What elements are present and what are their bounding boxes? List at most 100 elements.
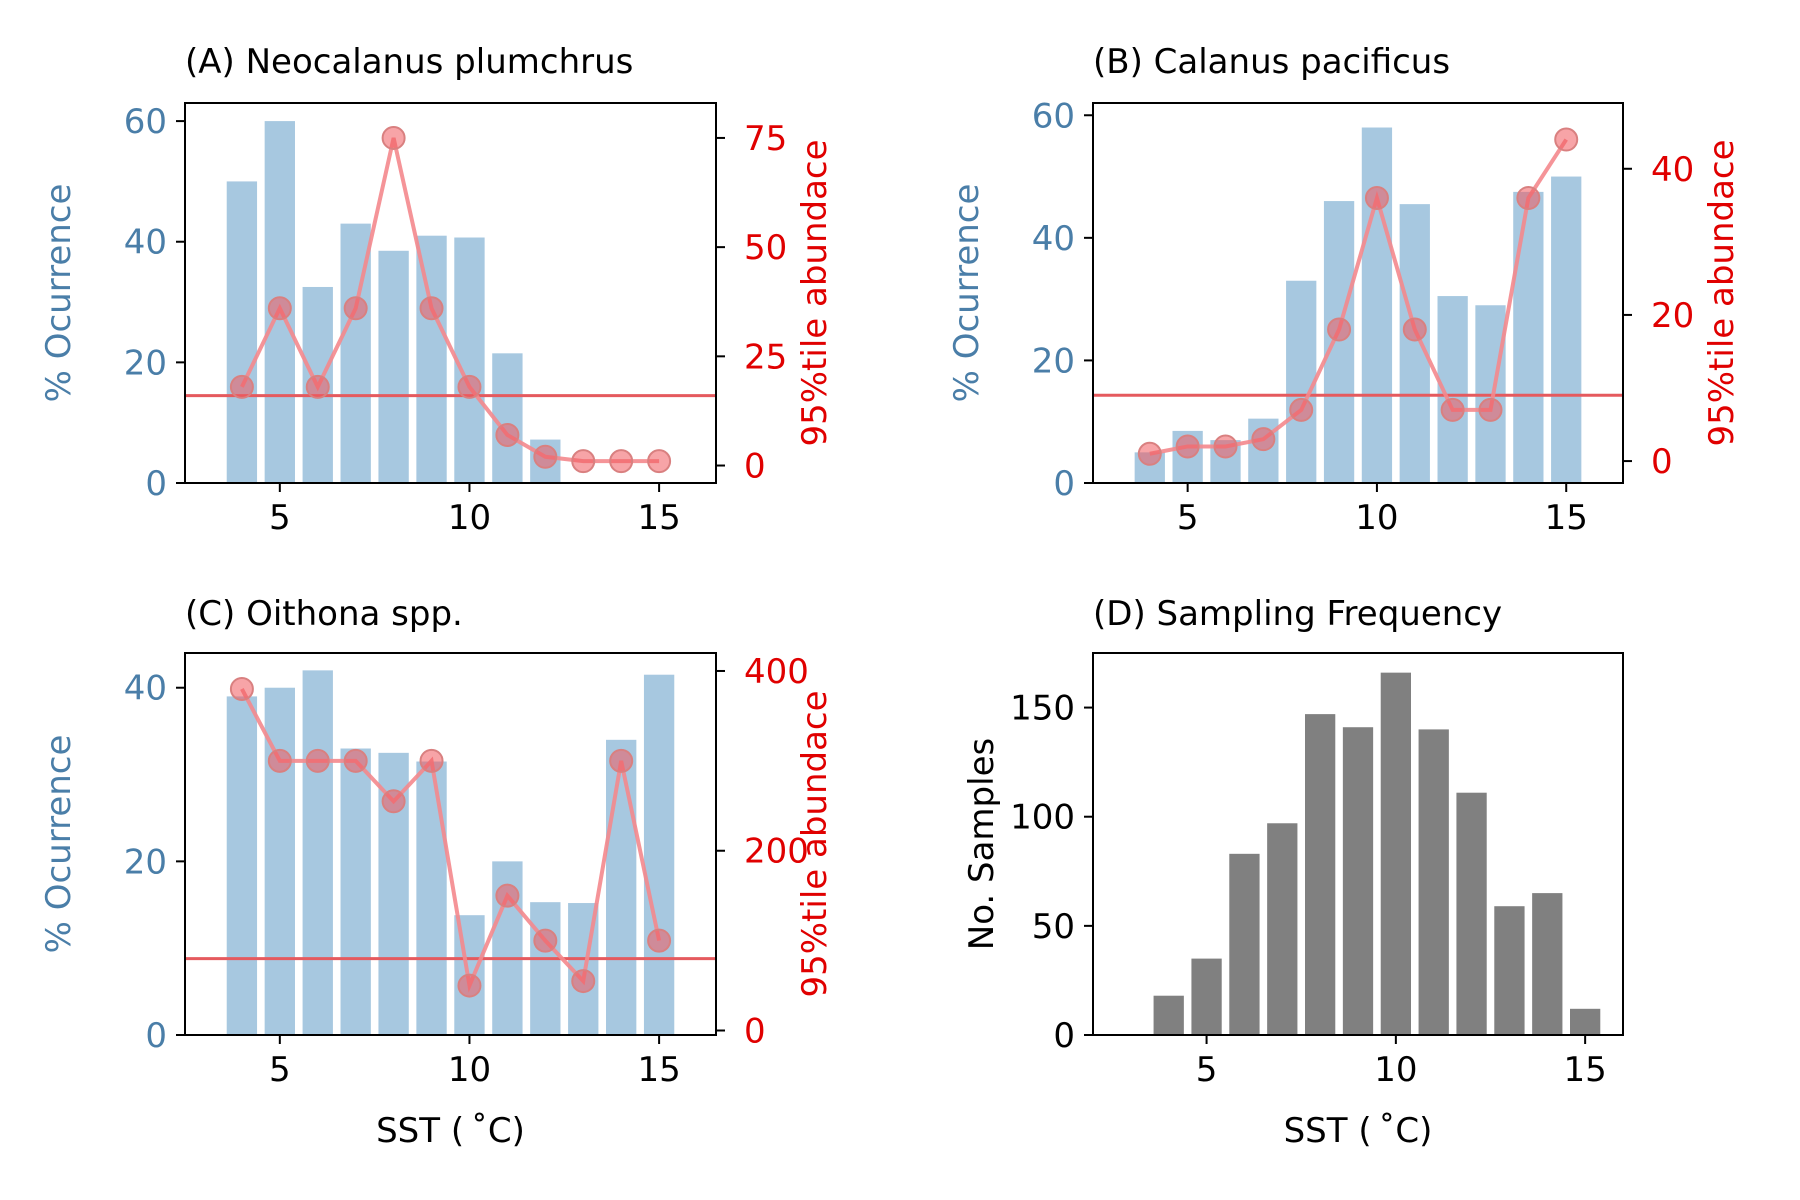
abundance-marker-10	[457, 973, 482, 998]
panel-d-title: (D) Sampling Frequency	[1093, 594, 1502, 634]
panel-c-title: (C) Oithona spp.	[185, 594, 463, 634]
bar-10	[454, 237, 485, 483]
abundance-marker-5	[267, 296, 292, 321]
panel-b-title: (B) Calanus pacificus	[1093, 42, 1450, 82]
abundance-marker-13	[1478, 397, 1503, 422]
y2-tick-label-25: 25	[744, 337, 787, 377]
x-tick-label-5: 5	[1196, 1050, 1218, 1090]
x-tick-label-15: 15	[1545, 498, 1588, 538]
abundance-marker-7	[343, 748, 368, 773]
bar-7	[340, 748, 371, 1035]
panel-a: (A) Neocalanus plumchrus 025507595%tile …	[39, 42, 835, 538]
abundance-marker-4	[229, 374, 254, 399]
x-tick-label-5: 5	[269, 1050, 291, 1090]
abundance-marker-14	[609, 748, 634, 773]
bar-6	[302, 670, 333, 1035]
bar-4	[226, 696, 258, 1035]
abundance-marker-4	[229, 676, 254, 701]
x-tick-label-5: 5	[269, 498, 291, 538]
abundance-marker-11	[495, 883, 520, 908]
x-tick-label-10: 10	[1355, 498, 1398, 538]
abundance-marker-12	[533, 444, 558, 469]
y-tick-label-20: 20	[124, 842, 167, 882]
bar-14	[1532, 893, 1563, 1035]
bar-12	[530, 902, 561, 1035]
x-tick-label-15: 15	[1564, 1050, 1607, 1090]
abundance-marker-13	[571, 969, 596, 994]
x-tick-label-10: 10	[448, 498, 491, 538]
y-tick-label-20: 20	[124, 343, 167, 383]
y-tick-label-100: 100	[1010, 798, 1075, 838]
y2-tick-label-50: 50	[744, 228, 787, 268]
y-tick-label-60: 60	[124, 102, 167, 142]
bar-10	[1361, 127, 1393, 484]
abundance-marker-5	[1175, 434, 1200, 459]
plot-frame	[184, 102, 717, 484]
abundance-marker-7	[343, 296, 368, 321]
x-axis-label: SST ( ˚C)	[376, 1111, 525, 1151]
y2-tick-label-75: 75	[744, 119, 787, 159]
bar-9	[416, 235, 447, 483]
plot-frame	[184, 652, 717, 1036]
abundance-marker-9	[419, 296, 444, 321]
right-axis-label: 95%tile abundace	[1702, 139, 1742, 446]
y-tick-label-0: 0	[1053, 464, 1075, 504]
abundance-marker-12	[533, 928, 558, 953]
x-tick-label-5: 5	[1177, 498, 1199, 538]
abundance-marker-9	[419, 748, 444, 773]
abundance-marker-14	[609, 449, 634, 474]
abundance-marker-6	[305, 748, 330, 773]
bar-14	[606, 739, 637, 1035]
y-tick-label-50: 50	[1032, 907, 1075, 947]
bar-10	[1380, 672, 1411, 1035]
bar-15	[1551, 176, 1582, 483]
bar-9	[1342, 727, 1374, 1035]
abundance-marker-10	[1364, 186, 1389, 210]
bar-8	[378, 250, 409, 483]
bar-8	[1286, 280, 1317, 483]
y2-tick-label-400: 400	[744, 652, 809, 692]
y2-tick-label-0: 0	[1651, 442, 1673, 482]
abundance-marker-13	[571, 449, 596, 474]
plot-frame	[1092, 102, 1624, 484]
x-axis-label: SST ( ˚C)	[1284, 1111, 1433, 1151]
y2-tick-label-40: 40	[1651, 150, 1694, 190]
x-tick-label-10: 10	[1374, 1050, 1417, 1090]
bar-12	[1456, 792, 1487, 1035]
abundance-marker-15	[647, 928, 672, 953]
panel-d: (D) Sampling Frequency 5 10 15050100150No.…	[962, 594, 1624, 1151]
x-tick-label-10: 10	[448, 1050, 491, 1090]
abundance-marker-4	[1137, 441, 1162, 466]
right-axis-label: 95%tile abundace	[795, 139, 835, 446]
plot-frame	[1092, 652, 1624, 1036]
bar-8	[1305, 714, 1336, 1035]
bar-13	[1494, 906, 1525, 1035]
abundance-marker-8	[1289, 397, 1314, 422]
x-tick-label-15: 15	[637, 1050, 680, 1090]
bar-14	[1513, 191, 1544, 483]
y-tick-label-60: 60	[1032, 96, 1075, 136]
left-axis-label: % Ocurrence	[39, 184, 79, 403]
y2-tick-label-0: 0	[744, 1012, 766, 1052]
y-tick-label-40: 40	[1032, 219, 1075, 259]
abundance-marker-15	[647, 449, 672, 474]
bar-9	[416, 761, 447, 1035]
bar-6	[1229, 853, 1260, 1035]
y-tick-label-0: 0	[1053, 1016, 1075, 1056]
bar-15	[643, 674, 675, 1035]
abundance-marker-8	[381, 789, 406, 814]
abundance-marker-8	[381, 125, 406, 150]
y-tick-label-0: 0	[145, 464, 167, 504]
abundance-marker-15	[1554, 127, 1579, 152]
abundance-marker-6	[1213, 434, 1238, 459]
y-tick-label-40: 40	[124, 223, 167, 263]
left-axis-label: % Ocurrence	[947, 184, 987, 403]
abundance-marker-9	[1327, 317, 1352, 342]
